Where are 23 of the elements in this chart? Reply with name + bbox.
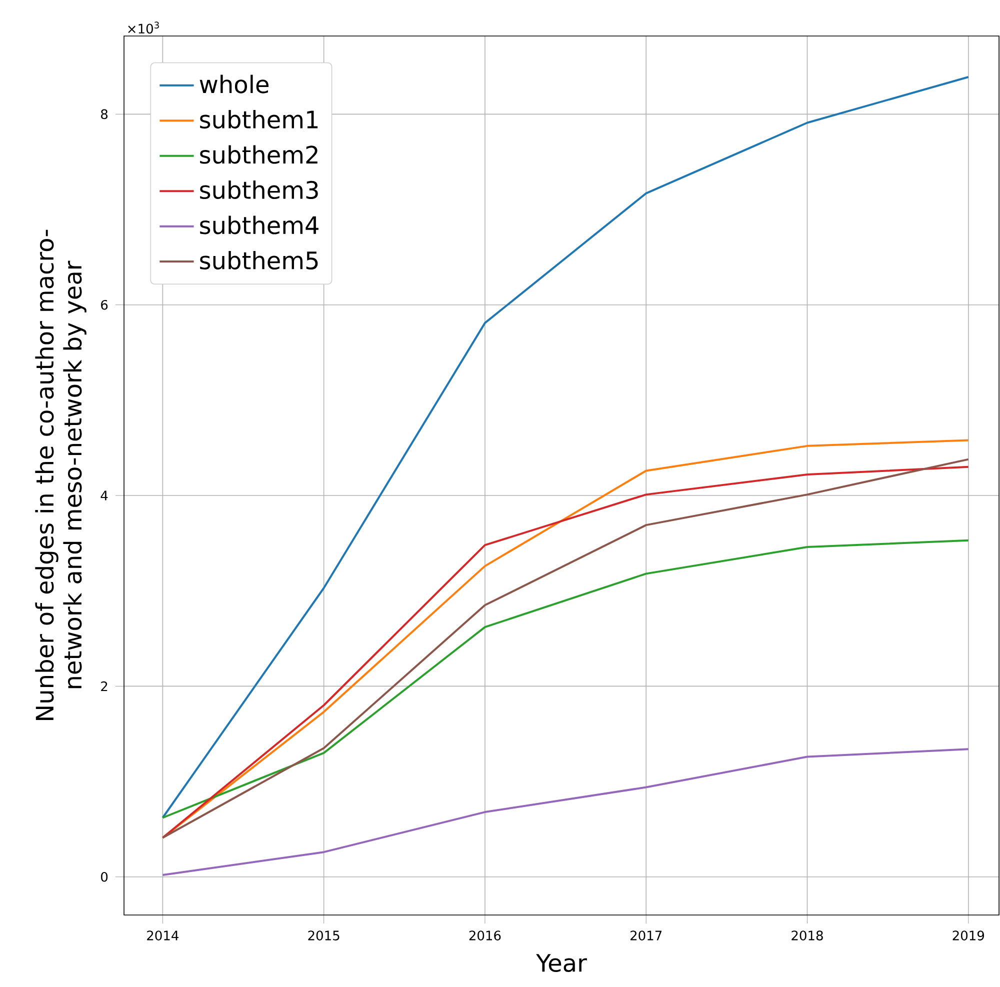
x-axis-title: Year	[536, 954, 587, 972]
line-series	[162, 539, 970, 819]
x-tick-label: 2019	[952, 930, 984, 940]
legend-label: subthem5	[200, 250, 318, 270]
legend-label: subthem2	[200, 145, 318, 164]
line-series	[162, 76, 970, 819]
legend-label: subthem1	[200, 110, 318, 129]
line-series	[162, 748, 970, 876]
y-tick-label: 8	[101, 109, 108, 120]
x-tick-label: 2017	[630, 930, 662, 940]
y-axis-title: Nunber of edges in the co-author macro-network and meso-network by year	[35, 230, 86, 720]
legend-label: subthem4	[200, 216, 318, 234]
x-tick-label: 2014	[147, 930, 178, 940]
x-tick-label: 2015	[308, 930, 340, 940]
y-tick-label: 0	[100, 872, 108, 882]
x-tick-label: 2016	[469, 930, 501, 940]
y-tick-label: 4	[100, 490, 108, 500]
y-tick-label: 6	[101, 300, 108, 310]
x-tick-label: 2018	[792, 930, 823, 940]
text: ×10$^{3}$	[128, 22, 159, 34]
y-tick-label: 2	[101, 681, 108, 692]
legend-label: subthem3	[200, 180, 318, 200]
legend-label: whole	[200, 74, 268, 94]
